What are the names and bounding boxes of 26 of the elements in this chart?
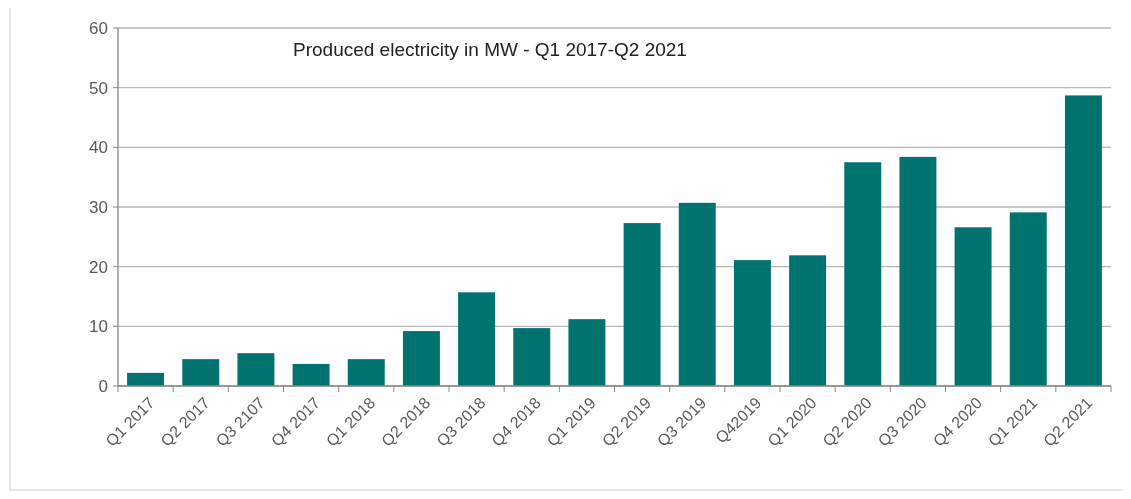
bar	[292, 363, 330, 386]
y-tick-label: 10	[89, 317, 108, 337]
bar	[127, 372, 165, 386]
bar	[899, 156, 937, 386]
bar	[568, 319, 606, 386]
y-tick-label: 60	[89, 18, 108, 38]
bar	[513, 328, 551, 386]
bar	[678, 202, 716, 386]
bar	[1064, 95, 1102, 386]
bar	[402, 331, 440, 386]
bar	[733, 260, 771, 386]
bar	[844, 162, 882, 386]
y-tick-label: 20	[89, 257, 108, 277]
bar	[1009, 212, 1047, 386]
bar	[347, 359, 385, 386]
text: Produced electricity in MW - Q1 2017-Q2 2021	[293, 39, 687, 60]
bar	[954, 227, 992, 386]
bar	[623, 223, 661, 386]
bar	[789, 255, 827, 386]
bar	[458, 292, 496, 386]
y-tick-label: 40	[89, 138, 108, 158]
y-tick-label: 50	[89, 78, 108, 98]
bar	[182, 359, 220, 386]
bar	[237, 353, 275, 386]
y-tick-label: 0	[98, 376, 108, 396]
y-tick-label: 30	[89, 197, 108, 217]
